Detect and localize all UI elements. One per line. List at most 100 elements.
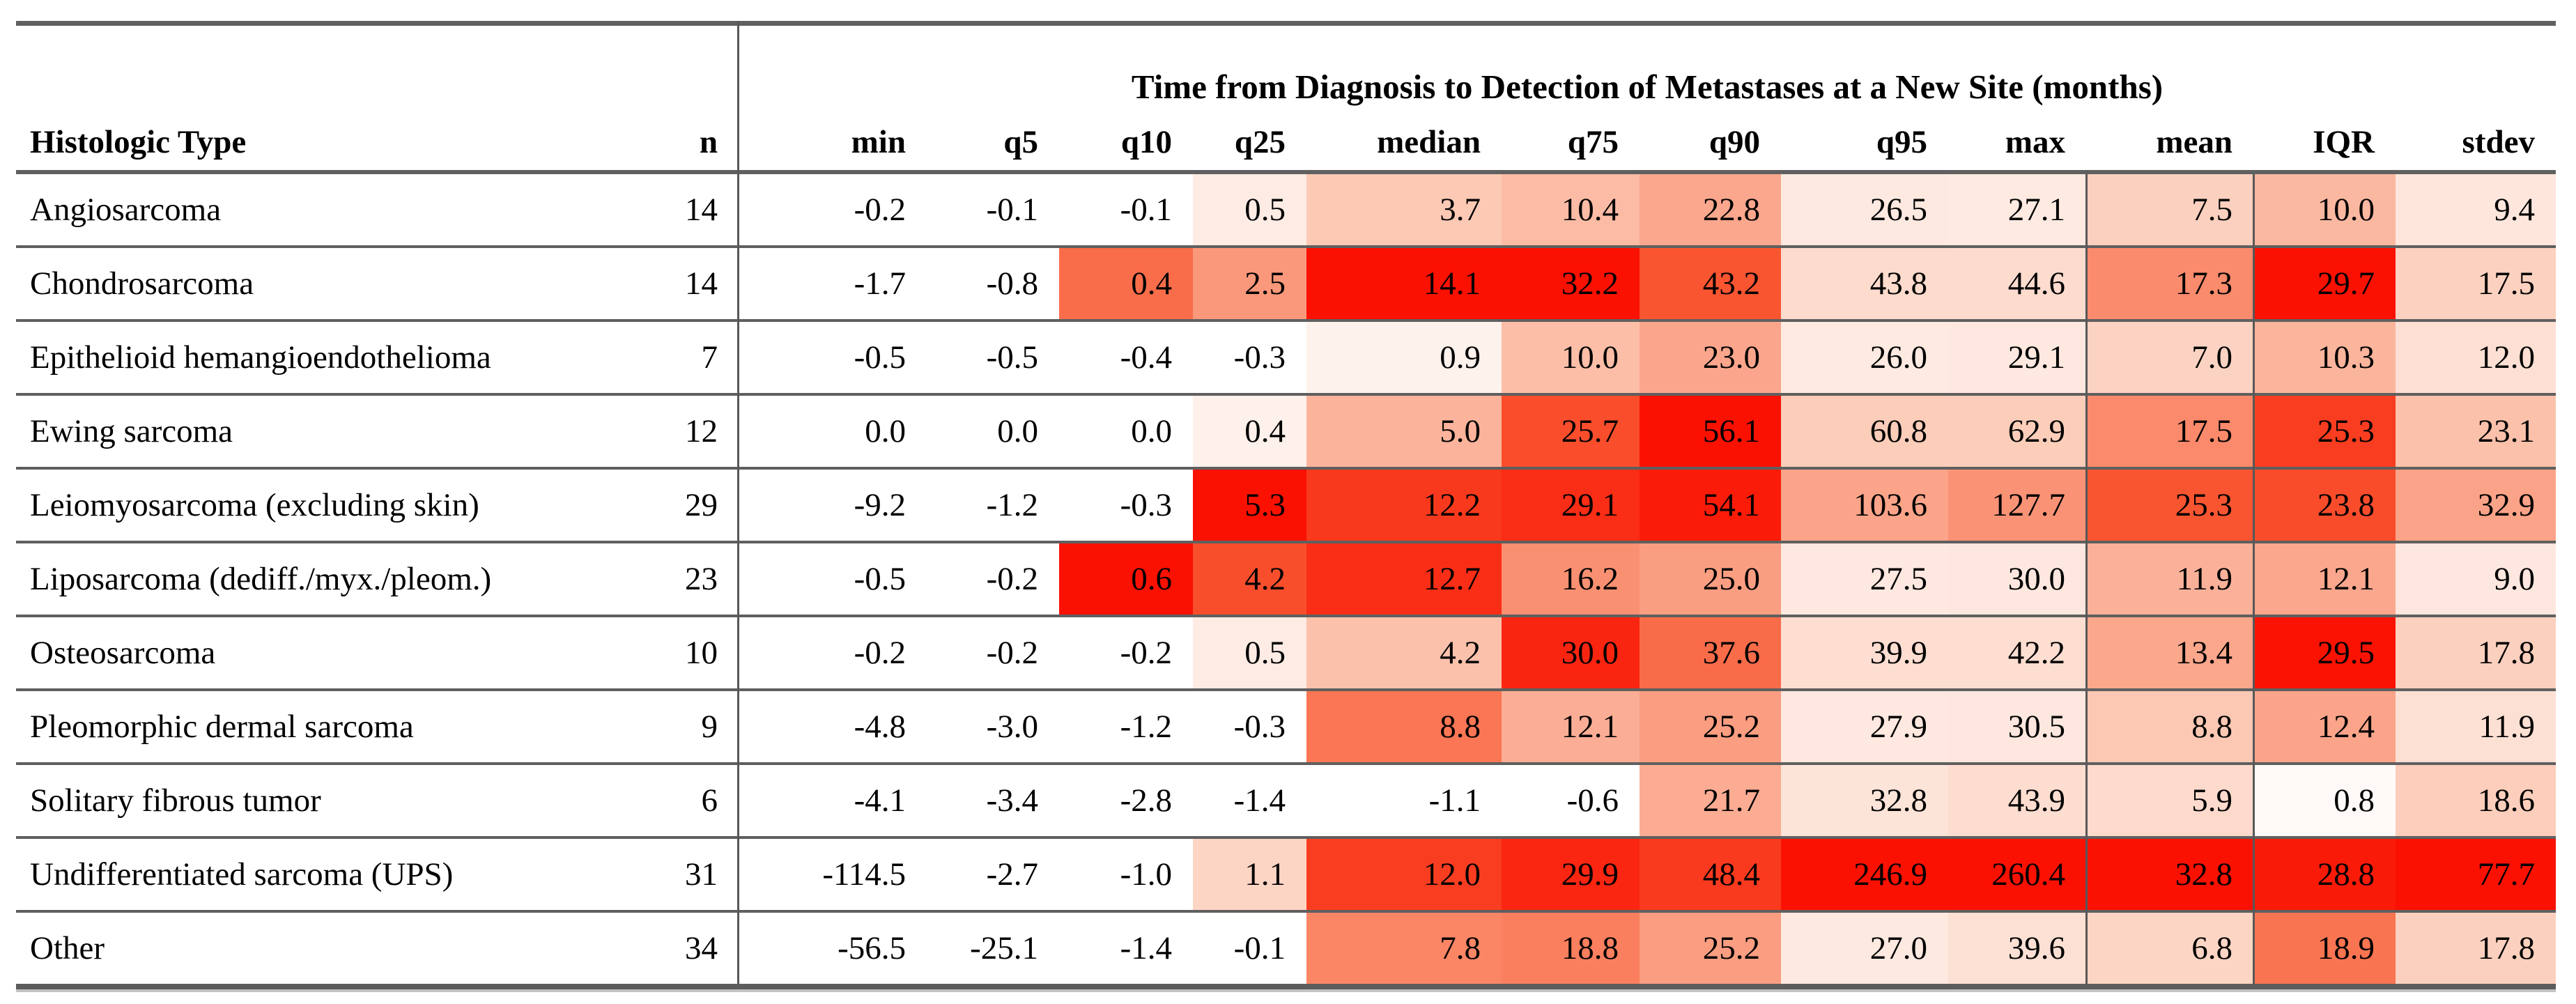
- heat-cell-q90: 56.1: [1640, 396, 1781, 467]
- heat-cell-q5: -3.4: [927, 765, 1059, 836]
- heat-cell-min: 0.0: [739, 396, 927, 467]
- heat-cell-q25: 5.3: [1193, 470, 1306, 541]
- heat-cell-median: 4.2: [1306, 617, 1502, 688]
- heat-cell-q10: -1.4: [1059, 913, 1193, 984]
- heat-cell-min: -4.1: [739, 765, 927, 836]
- heat-cell-q10: 0.0: [1059, 396, 1193, 467]
- heat-cell-max: 30.5: [1948, 691, 2086, 762]
- column-header-q75: q75: [1567, 124, 1619, 160]
- bottom-rule-shadow: [16, 989, 2556, 992]
- heat-cell-mean: 11.9: [2086, 543, 2253, 615]
- heat-cell-mean: 7.5: [2086, 174, 2253, 245]
- vertical-rule-after-n: [737, 21, 739, 984]
- cell-n: 12: [685, 412, 718, 449]
- column-header-min: min: [851, 124, 906, 160]
- heat-cell-mean: 5.9: [2086, 765, 2253, 836]
- heat-cell-q25: -0.3: [1193, 322, 1306, 393]
- heat-cell-iqr: 23.8: [2253, 470, 2396, 541]
- heat-cell-q95: 27.9: [1781, 691, 1948, 762]
- heat-cell-iqr: 10.3: [2253, 322, 2396, 393]
- heat-cell-q5: -0.2: [927, 543, 1059, 615]
- column-header-q5: q5: [1003, 124, 1038, 160]
- heat-cell-q90: 21.7: [1640, 765, 1781, 836]
- heat-cell-max: 29.1: [1948, 322, 2086, 393]
- cell-n: 23: [685, 560, 718, 597]
- heat-cell-median: 12.7: [1306, 543, 1502, 615]
- heat-cell-q10: -0.1: [1059, 174, 1193, 245]
- heat-cell-iqr: 29.7: [2253, 248, 2396, 319]
- heat-cell-q95: 26.0: [1781, 322, 1948, 393]
- heat-cell-min: -1.7: [739, 248, 927, 319]
- heat-cell-max: 30.0: [1948, 543, 2086, 615]
- heat-cell-stdev: 32.9: [2396, 470, 2556, 541]
- heat-cell-q25: -0.3: [1193, 691, 1306, 762]
- heat-cell-q90: 25.2: [1640, 913, 1781, 984]
- column-header-q25: q25: [1234, 124, 1286, 160]
- heat-cell-q75: 29.1: [1502, 470, 1640, 541]
- cell-n: 29: [685, 486, 718, 523]
- heat-cell-q75: -0.6: [1502, 765, 1640, 836]
- heat-cell-q5: -2.7: [927, 839, 1059, 910]
- heat-cell-q5: -1.2: [927, 470, 1059, 541]
- column-header-mean: mean: [2156, 124, 2232, 160]
- heat-cell-iqr: 18.9: [2253, 913, 2396, 984]
- heat-cell-q25: 0.5: [1193, 617, 1306, 688]
- table-row: Other 34 -56.5 -25.1 -1.4 -0.1 7.8 18.8 25.2 27.0…: [16, 913, 2556, 984]
- heat-cell-q75: 30.0: [1502, 617, 1640, 688]
- heat-cell-q95: 32.8: [1781, 765, 1948, 836]
- row-label: Osteosarcoma: [30, 634, 216, 671]
- heat-cell-q5: -0.2: [927, 617, 1059, 688]
- top-rule: [16, 21, 2556, 26]
- heat-cell-q10: 0.4: [1059, 248, 1193, 319]
- heat-cell-stdev: 77.7: [2396, 839, 2556, 910]
- heat-cell-stdev: 23.1: [2396, 396, 2556, 467]
- heat-cell-mean: 32.8: [2086, 839, 2253, 910]
- heat-cell-max: 39.6: [1948, 913, 2086, 984]
- heat-cell-q5: -0.1: [927, 174, 1059, 245]
- heat-cell-q5: -25.1: [927, 913, 1059, 984]
- heat-cell-q25: 0.5: [1193, 174, 1306, 245]
- table-row: Chondrosarcoma 14 -1.7 -0.8 0.4 2.5 14.1 32.2 43…: [16, 248, 2556, 322]
- heat-cell-q75: 12.1: [1502, 691, 1640, 762]
- heat-cell-q25: -1.4: [1193, 765, 1306, 836]
- cell-n: 10: [685, 634, 718, 671]
- column-header-row: Histologic Type n min q5 q10 q25 median q75 q9…: [16, 126, 2556, 159]
- heat-cell-median: 8.8: [1306, 691, 1502, 762]
- heat-cell-q95: 43.8: [1781, 248, 1948, 319]
- row-label: Liposarcoma (dediff./myx./pleom.): [30, 560, 492, 597]
- column-header-histologic-type: Histologic Type: [30, 124, 247, 160]
- column-header-max: max: [2005, 124, 2065, 160]
- table-row: Pleomorphic dermal sarcoma 9 -4.8 -3.0 -1.2-…: [16, 691, 2556, 765]
- heat-cell-q95: 27.0: [1781, 913, 1948, 984]
- heat-cell-median: -1.1: [1306, 765, 1502, 836]
- heat-cell-q75: 18.8: [1502, 913, 1640, 984]
- heat-cell-q10: -0.2: [1059, 617, 1193, 688]
- heat-cell-q75: 10.0: [1502, 322, 1640, 393]
- heat-cell-q25: 1.1: [1193, 839, 1306, 910]
- heat-cell-q10: -1.0: [1059, 839, 1193, 910]
- heat-cell-median: 0.9: [1306, 322, 1502, 393]
- heat-cell-q10: -0.4: [1059, 322, 1193, 393]
- heat-cell-stdev: 11.9: [2396, 691, 2556, 762]
- heat-cell-q95: 39.9: [1781, 617, 1948, 688]
- heat-cell-iqr: 25.3: [2253, 396, 2396, 467]
- heat-cell-min: -4.8: [739, 691, 927, 762]
- heat-cell-min: -0.2: [739, 174, 927, 245]
- heat-cell-mean: 7.0: [2086, 322, 2253, 393]
- cell-n: 31: [685, 856, 718, 893]
- heat-cell-min: -0.5: [739, 543, 927, 615]
- header-rule: [16, 170, 2556, 174]
- heat-cell-stdev: 17.8: [2396, 617, 2556, 688]
- heat-cell-median: 14.1: [1306, 248, 1502, 319]
- column-header-n: n: [699, 124, 718, 160]
- row-label: Epithelioid hemangioendothelioma: [30, 339, 491, 376]
- table-row: Leiomyosarcoma (excluding skin) 29 -9.2 -1.…: [16, 470, 2556, 543]
- heat-cell-iqr: 0.8: [2253, 765, 2396, 836]
- heat-cell-iqr: 12.1: [2253, 543, 2396, 615]
- heat-cell-q90: 25.2: [1640, 691, 1781, 762]
- heat-cell-stdev: 9.0: [2396, 543, 2556, 615]
- heat-cell-q90: 43.2: [1640, 248, 1781, 319]
- vertical-rule-after-mean: [2253, 174, 2255, 984]
- heat-cell-min: -114.5: [739, 839, 927, 910]
- table-header: Time from Diagnosis to Detection of Meta…: [16, 26, 2556, 170]
